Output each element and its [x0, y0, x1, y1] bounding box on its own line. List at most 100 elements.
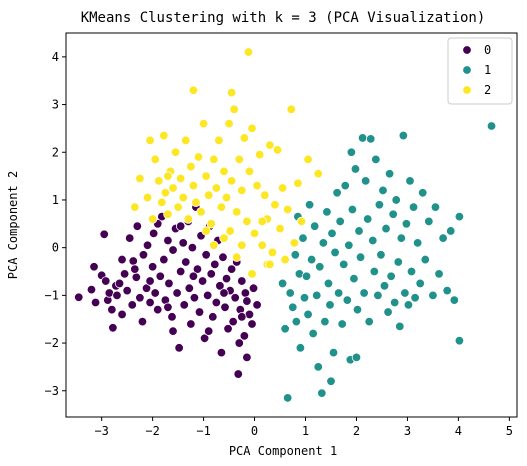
data-point-cluster-1: [381, 223, 391, 234]
data-point-cluster-0: [168, 245, 178, 255]
data-point-cluster-1: [378, 185, 388, 196]
data-point-cluster-1: [290, 250, 301, 260]
data-point-cluster-2: [247, 269, 257, 279]
data-point-cluster-1: [354, 226, 364, 236]
data-point-cluster-1: [308, 328, 318, 339]
data-point-cluster-0: [137, 316, 148, 327]
y-axis-ticks: −3 −2 −1 0 1 2 3 4: [45, 50, 66, 398]
data-point-cluster-0: [221, 273, 232, 284]
data-point-cluster-0: [150, 288, 160, 298]
y-tick-label: 1: [52, 193, 59, 207]
data-point-cluster-2: [178, 192, 188, 203]
x-tick-label: −1: [196, 424, 210, 438]
data-point-cluster-1: [395, 321, 405, 332]
data-point-cluster-0: [175, 221, 186, 231]
data-point-cluster-2: [257, 216, 267, 227]
data-point-cluster-0: [128, 256, 138, 266]
data-point-cluster-2: [225, 226, 235, 236]
data-point-cluster-2: [135, 173, 145, 184]
legend-marker-0: [462, 45, 472, 55]
data-point-cluster-0: [215, 281, 225, 291]
data-point-cluster-2: [277, 183, 288, 193]
data-point-cluster-0: [189, 293, 200, 303]
data-point-cluster-2: [232, 252, 242, 262]
data-point-cluster-1: [430, 202, 441, 212]
data-point-cluster-1: [428, 290, 438, 301]
data-point-cluster-2: [313, 169, 323, 179]
data-point-cluster-1: [369, 266, 380, 277]
data-point-cluster-1: [285, 288, 295, 298]
data-point-cluster-0: [153, 304, 163, 315]
data-point-cluster-0: [211, 297, 222, 308]
data-point-cluster-0: [247, 319, 257, 329]
data-point-cluster-1: [408, 202, 419, 212]
data-point-cluster-1: [391, 195, 401, 205]
data-point-cluster-1: [373, 290, 383, 301]
data-point-cluster-0: [132, 221, 143, 231]
data-point-cluster-2: [209, 154, 219, 165]
data-point-cluster-2: [282, 204, 293, 215]
data-point-cluster-1: [359, 288, 369, 298]
data-point-cluster-0: [210, 259, 220, 270]
y-tick-label: 3: [52, 98, 59, 112]
data-point-cluster-1: [384, 169, 395, 179]
data-point-cluster-0: [145, 297, 155, 308]
data-point-cluster-0: [145, 276, 155, 286]
data-point-cluster-2: [157, 197, 167, 208]
legend-label-1: 1: [484, 63, 491, 77]
data-point-cluster-1: [349, 273, 359, 284]
data-point-cluster-0: [194, 307, 205, 317]
data-point-cluster-2: [163, 171, 173, 181]
data-point-cluster-1: [301, 271, 312, 281]
data-point-cluster-2: [249, 228, 260, 239]
data-point-cluster-0: [130, 264, 140, 274]
data-point-cluster-0: [159, 254, 169, 265]
data-point-cluster-0: [122, 285, 132, 296]
data-point-cluster-0: [219, 288, 229, 298]
data-point-cluster-1: [344, 240, 354, 250]
data-point-cluster-1: [303, 309, 313, 320]
data-point-cluster-0: [99, 229, 109, 240]
data-point-cluster-1: [298, 233, 308, 243]
data-point-cluster-2: [286, 104, 296, 115]
legend: 0 1 2: [447, 37, 513, 105]
data-point-cluster-2: [181, 135, 191, 146]
data-point-cluster-0: [218, 252, 228, 262]
data-point-cluster-0: [119, 269, 130, 279]
data-point-cluster-1: [347, 204, 358, 215]
data-point-cluster-2: [293, 178, 303, 188]
data-point-cluster-0: [131, 272, 142, 282]
data-point-cluster-1: [332, 188, 342, 198]
data-point-cluster-0: [192, 264, 203, 274]
data-point-cluster-2: [175, 173, 186, 184]
y-tick-label: 4: [52, 50, 59, 64]
data-point-cluster-0: [90, 297, 101, 308]
data-point-cluster-2: [196, 207, 206, 217]
data-point-cluster-0: [175, 266, 186, 277]
x-tick-label: 1: [302, 424, 309, 438]
data-point-cluster-1: [434, 269, 444, 279]
data-point-cluster-0: [233, 369, 243, 379]
data-point-cluster-0: [201, 250, 211, 260]
data-point-cluster-1: [383, 307, 393, 317]
data-point-cluster-0: [187, 242, 198, 253]
data-point-cluster-1: [339, 259, 349, 270]
data-point-cluster-1: [335, 216, 345, 227]
data-point-cluster-0: [163, 235, 173, 246]
data-point-cluster-1: [424, 216, 434, 227]
data-point-cluster-0: [179, 300, 189, 310]
data-point-cluster-0: [234, 338, 244, 348]
data-point-cluster-2: [216, 202, 227, 212]
data-point-cluster-0: [148, 228, 159, 239]
data-point-cluster-1: [420, 254, 430, 265]
data-point-cluster-0: [208, 312, 218, 322]
data-point-cluster-1: [317, 388, 327, 398]
data-point-cluster-2: [243, 47, 254, 57]
data-point-cluster-1: [323, 278, 334, 289]
data-point-cluster-2: [219, 166, 229, 177]
data-point-cluster-0: [108, 323, 118, 333]
data-point-cluster-1: [282, 393, 293, 403]
data-point-cluster-2: [203, 190, 214, 200]
data-point-cluster-1: [295, 343, 306, 353]
data-point-cluster-2: [272, 145, 283, 155]
